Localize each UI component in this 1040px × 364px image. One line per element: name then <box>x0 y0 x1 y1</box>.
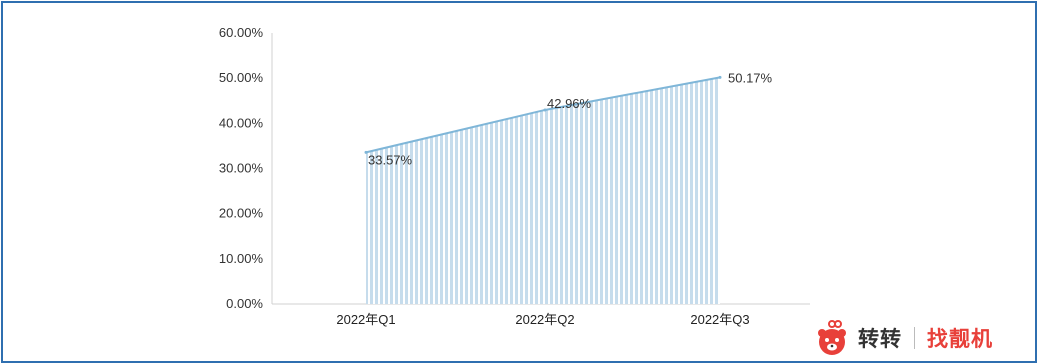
data-label: 42.96% <box>547 96 592 111</box>
y-axis: 0.00% 10.00% 20.00% 30.00% 40.00% 50.00% 60.00… <box>219 25 273 311</box>
y-tick-label: 20.00% <box>219 206 264 221</box>
y-tick-label: 60.00% <box>219 25 264 40</box>
area-fill <box>366 77 720 304</box>
data-label: 33.57% <box>368 152 413 167</box>
data-label: 50.17% <box>728 70 773 85</box>
logo-divider <box>914 327 915 349</box>
brand-logo: 转转 找靓机 <box>812 318 993 358</box>
data-point <box>543 108 547 112</box>
x-axis: 2022年Q1 2022年Q2 2022年Q3 <box>272 303 810 327</box>
x-tick-label: 2022年Q1 <box>336 312 395 327</box>
logo-text-zhaoliangji: 找靓机 <box>927 327 993 351</box>
x-tick-label: 2022年Q2 <box>515 312 574 327</box>
y-tick-label: 30.00% <box>219 161 264 176</box>
data-point <box>364 150 368 154</box>
data-labels: 33.57% 42.96% 50.17% <box>368 70 773 167</box>
y-tick-label: 10.00% <box>219 251 264 266</box>
y-tick-label: 0.00% <box>226 296 263 311</box>
data-point <box>718 75 722 79</box>
bear-mascot-icon <box>818 320 846 355</box>
logo-text-zhuanzhuan: 转转 <box>858 327 902 351</box>
series-area <box>364 75 722 304</box>
y-tick-label: 50.00% <box>219 70 264 85</box>
y-tick-label: 40.00% <box>219 115 264 130</box>
x-tick-label: 2022年Q3 <box>690 312 749 327</box>
